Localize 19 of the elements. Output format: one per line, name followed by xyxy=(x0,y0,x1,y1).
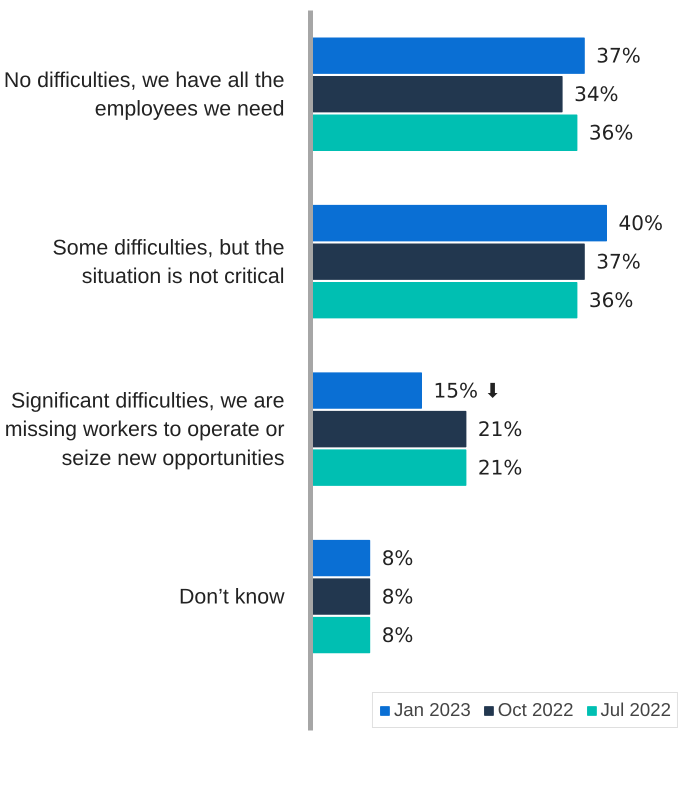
data-label: 36% xyxy=(588,120,634,145)
legend-label: Jan 2023 xyxy=(394,699,471,721)
data-label: 8% xyxy=(382,623,414,648)
data-label: 8% xyxy=(382,584,414,609)
legend-label: Oct 2022 xyxy=(498,699,574,721)
y-tick-label: Don’t know xyxy=(178,584,286,609)
y-tick-label: Some difficulties, but the situation is not critical xyxy=(52,235,285,288)
y-tick-label: No difficulties, we have all the employees we need xyxy=(4,68,285,121)
y-tick-label: Significant difficulties, we are missing workers to operate or seize new opportunities xyxy=(4,388,285,470)
data-label: 21% xyxy=(478,456,522,480)
data-label: 36% xyxy=(588,288,634,312)
data-label: 37% xyxy=(596,250,641,274)
data-label: 15% ⬇ xyxy=(434,378,502,403)
data-label: 34% xyxy=(574,82,619,106)
legend-label: Jul 2022 xyxy=(600,699,671,721)
data-label: 37% xyxy=(596,44,641,68)
data-label: 8% xyxy=(382,546,414,570)
data-label: 21% xyxy=(478,417,522,442)
data-label: 40% xyxy=(618,211,663,236)
